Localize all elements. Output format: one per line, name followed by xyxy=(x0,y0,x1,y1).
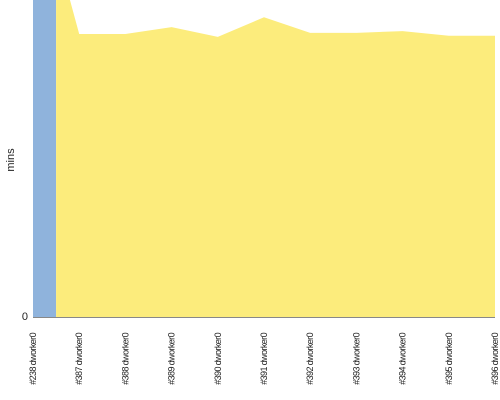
series-area-0 xyxy=(33,0,57,317)
x-tick-label: #393 dworker0 xyxy=(351,332,361,384)
series-area-1 xyxy=(56,0,495,317)
series-areas xyxy=(33,0,495,317)
x-tick-label: #390 dworker0 xyxy=(213,332,223,384)
x-tick-label: #389 dworker0 xyxy=(167,332,177,384)
x-tick-label: #396 dworker0 xyxy=(490,332,500,384)
x-tick-labels: #238 dworker0 #387 dworker0 #388 dworker0 #… xyxy=(28,332,500,384)
y-tick-label: 0 xyxy=(22,311,28,323)
x-tick-label: #392 dworker0 xyxy=(305,332,315,384)
y-axis-label: mins xyxy=(5,148,17,172)
x-tick-label: #394 dworker0 xyxy=(398,332,408,384)
x-tick-label: #238 dworker0 xyxy=(28,332,38,384)
x-tick-label: #387 dworker0 xyxy=(74,332,84,384)
x-tick-label: #388 dworker0 xyxy=(120,332,130,384)
x-tick-label: #395 dworker0 xyxy=(444,332,454,384)
x-tick-label: #391 dworker0 xyxy=(259,332,269,384)
